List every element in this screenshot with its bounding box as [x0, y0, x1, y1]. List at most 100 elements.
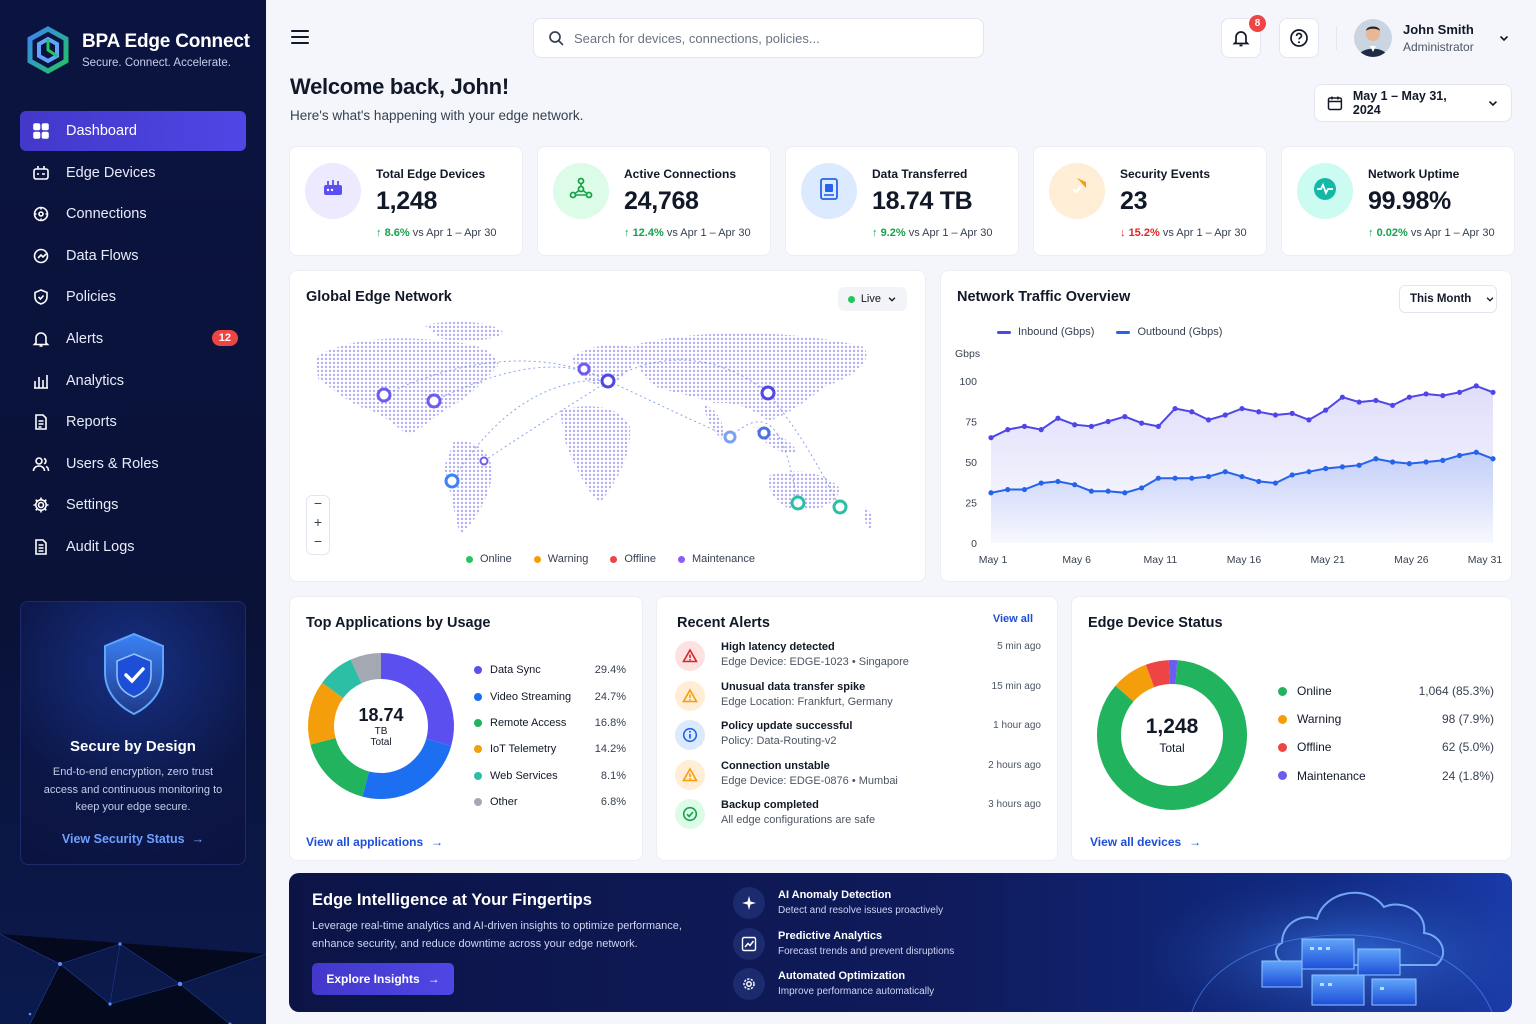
data-point[interactable] [1139, 485, 1145, 491]
data-point[interactable] [1105, 488, 1111, 494]
search-input[interactable] [574, 30, 954, 46]
data-point[interactable] [1222, 412, 1228, 418]
zoom-in-button[interactable]: + [313, 514, 323, 530]
data-point[interactable] [1423, 391, 1429, 397]
legend-warning[interactable]: Warning [533, 553, 588, 565]
device-slice-online[interactable] [1097, 660, 1247, 810]
data-point[interactable] [1005, 486, 1011, 493]
data-point[interactable] [1306, 469, 1312, 475]
data-point[interactable] [1406, 461, 1412, 467]
data-point[interactable] [1072, 422, 1078, 428]
data-point[interactable] [1155, 423, 1161, 429]
data-point[interactable] [1323, 465, 1329, 472]
data-point[interactable] [1256, 409, 1262, 415]
kpi-card-data-transferred[interactable]: Data Transferred 18.74 TB ↑ 9.2% vs Apr 1 … [785, 146, 1019, 256]
kpi-card-active-connections[interactable]: Active Connections 24,768 ↑ 12.4% vs Apr 1… [537, 146, 771, 256]
data-point[interactable] [1390, 402, 1396, 408]
apps-donut-chart[interactable] [306, 651, 456, 801]
sidebar-item-settings[interactable]: Settings [20, 485, 246, 525]
app-legend-item[interactable]: Other 6.8% [474, 789, 626, 815]
data-point[interactable] [1323, 407, 1329, 413]
view-all-alerts-link[interactable]: View all [992, 613, 1033, 625]
traffic-line-chart[interactable]: Gbps 0 25 50 75 100 May 1 May 6 May 11 May 16 May … [941, 341, 1513, 577]
user-name[interactable]: John Smith [1403, 22, 1474, 37]
app-legend-item[interactable]: IoT Telemetry 14.2% [474, 736, 626, 762]
alert-item[interactable]: Policy update successful Policy: Data-Rou… [675, 720, 1041, 756]
data-point[interactable] [1390, 459, 1396, 465]
alert-item[interactable]: High latency detected Edge Device: EDGE-1… [675, 641, 1041, 677]
device-status-donut-chart[interactable] [1096, 659, 1248, 811]
sidebar-item-connections[interactable]: Connections [20, 194, 246, 234]
zoom-out-button[interactable]: − [313, 533, 323, 549]
sidebar-item-users-roles[interactable]: Users & Roles [20, 444, 246, 484]
device-legend-item[interactable]: Offline 62 (5.0%) [1278, 733, 1494, 761]
device-legend-item[interactable]: Maintenance 24 (1.8%) [1278, 762, 1494, 790]
data-point[interactable] [1205, 473, 1212, 480]
data-point[interactable] [988, 435, 994, 441]
apps-slice-remote-access[interactable] [310, 737, 370, 797]
legend-offline[interactable]: Offline [610, 553, 656, 565]
apps-slice-iot-telemetry[interactable] [308, 682, 344, 745]
data-point[interactable] [1289, 410, 1295, 416]
data-point[interactable] [1105, 418, 1111, 425]
data-point[interactable] [1021, 423, 1028, 429]
data-point[interactable] [1189, 475, 1195, 481]
chevron-down-icon[interactable] [1498, 32, 1510, 44]
data-point[interactable] [1356, 399, 1362, 405]
data-point[interactable] [1272, 412, 1279, 418]
data-point[interactable] [1172, 405, 1178, 412]
data-point[interactable] [1339, 464, 1345, 470]
sidebar-item-reports[interactable]: Reports [20, 402, 246, 442]
device-slice-warning[interactable] [1115, 664, 1155, 702]
data-point[interactable] [1189, 409, 1195, 415]
data-point[interactable] [1473, 383, 1479, 389]
help-button[interactable] [1279, 18, 1319, 58]
data-point[interactable] [988, 490, 994, 496]
notifications-button[interactable]: 8 [1221, 15, 1266, 58]
app-legend-item[interactable]: Video Streaming 24.7% [474, 683, 626, 709]
data-point[interactable] [1356, 462, 1362, 468]
data-point[interactable] [1289, 472, 1295, 478]
apps-slice-video-streaming[interactable] [362, 738, 452, 799]
data-point[interactable] [1122, 490, 1128, 496]
data-point[interactable] [1339, 394, 1345, 400]
data-point[interactable] [1373, 456, 1379, 462]
data-point[interactable] [1373, 397, 1379, 404]
data-point[interactable] [1038, 427, 1044, 433]
data-point[interactable] [1038, 480, 1044, 486]
app-legend-item[interactable]: Web Services 8.1% [474, 763, 626, 789]
data-point[interactable] [1155, 475, 1161, 481]
data-point[interactable] [1272, 480, 1279, 486]
device-legend-item[interactable]: Warning 98 (7.9%) [1278, 705, 1494, 733]
brand[interactable]: BPA Edge Connect Secure. Connect. Accele… [24, 26, 250, 74]
data-point[interactable] [1440, 392, 1446, 399]
sidebar-item-audit-logs[interactable]: Audit Logs [20, 527, 246, 567]
alert-item[interactable]: Unusual data transfer spike Edge Location… [675, 680, 1041, 717]
data-point[interactable] [1021, 486, 1028, 493]
sidebar-item-edge-devices[interactable]: Edge Devices [20, 153, 246, 193]
app-legend-item[interactable]: Data Sync 29.4% [474, 657, 626, 683]
sidebar-item-data-flows[interactable]: Data Flows [20, 236, 246, 276]
device-slice-offline[interactable] [1145, 660, 1171, 688]
series-legend-item[interactable]: Outbound (Gbps) [1116, 326, 1222, 338]
explore-insights-button[interactable]: Explore Insights → [312, 963, 454, 995]
sidebar-item-alerts[interactable]: Alerts 12 [20, 319, 246, 359]
sidebar-item-dashboard[interactable]: Dashboard [20, 111, 246, 151]
kpi-card-network-uptime[interactable]: Network Uptime 99.98% ↑ 0.02% vs Apr 1 – A… [1281, 146, 1515, 256]
data-point[interactable] [1205, 417, 1212, 423]
data-point[interactable] [1490, 456, 1496, 462]
data-point[interactable] [1088, 488, 1094, 494]
data-point[interactable] [1456, 389, 1463, 395]
date-range-picker[interactable]: May 1 – May 31, 2024 [1314, 84, 1512, 122]
data-point[interactable] [1139, 420, 1145, 426]
apps-slice-data-sync[interactable] [380, 653, 454, 746]
search-bar[interactable] [533, 18, 984, 58]
live-dropdown[interactable]: Live [837, 287, 907, 311]
view-all-devices-link[interactable]: View all devices → [1090, 835, 1201, 849]
data-point[interactable] [1055, 415, 1061, 421]
world-map[interactable] [304, 317, 904, 542]
view-all-applications-link[interactable]: View all applications → [306, 835, 443, 849]
zoom-reset-button[interactable]: − [313, 495, 323, 511]
data-point[interactable] [1456, 452, 1463, 459]
data-point[interactable] [1473, 449, 1479, 455]
